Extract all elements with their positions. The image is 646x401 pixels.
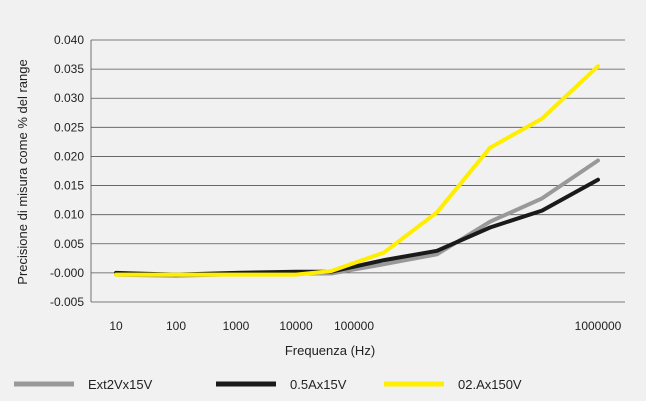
y-tick-label: 0.020 [54,149,84,163]
series-line-3 [114,64,600,277]
legend-label: 0.5Ax15V [290,377,347,392]
y-axis-title: Precisione di misura come % del range [15,59,30,284]
y-tick-label: 0.005 [54,237,84,251]
y-tick-label: 0.025 [54,120,84,134]
y-tick-label: -0.000 [50,266,84,280]
y-tick-label: -0.005 [50,295,84,309]
x-tick-label: 10000 [279,319,313,333]
y-axis-ticks: 0.040 0.035 0.030 0.025 0.020 0.015 0.010 0.005… [50,33,84,309]
y-tick-label: 0.040 [54,33,84,47]
y-tick-label: 0.030 [54,91,84,105]
y-tick-label: 0.035 [54,62,84,76]
x-tick-label: 10 [109,319,123,333]
grid [90,39,625,303]
x-tick-label: 1000000 [575,319,622,333]
series-line-1 [114,158,600,278]
x-axis-ticks: 10 100 1000 10000 100000 1000000 [109,319,621,333]
series-lines [114,64,600,278]
x-tick-label: 100 [166,319,186,333]
legend: Ext2Vx15V 0.5Ax15V 02.Ax150V [14,377,522,392]
x-axis-title: Frequenza (Hz) [285,343,375,358]
legend-label: Ext2Vx15V [88,377,153,392]
legend-label: 02.Ax150V [458,377,522,392]
y-tick-label: 0.015 [54,179,84,193]
y-tick-label: 0.010 [54,208,84,222]
x-tick-label: 100000 [334,319,374,333]
x-tick-label: 1000 [223,319,250,333]
